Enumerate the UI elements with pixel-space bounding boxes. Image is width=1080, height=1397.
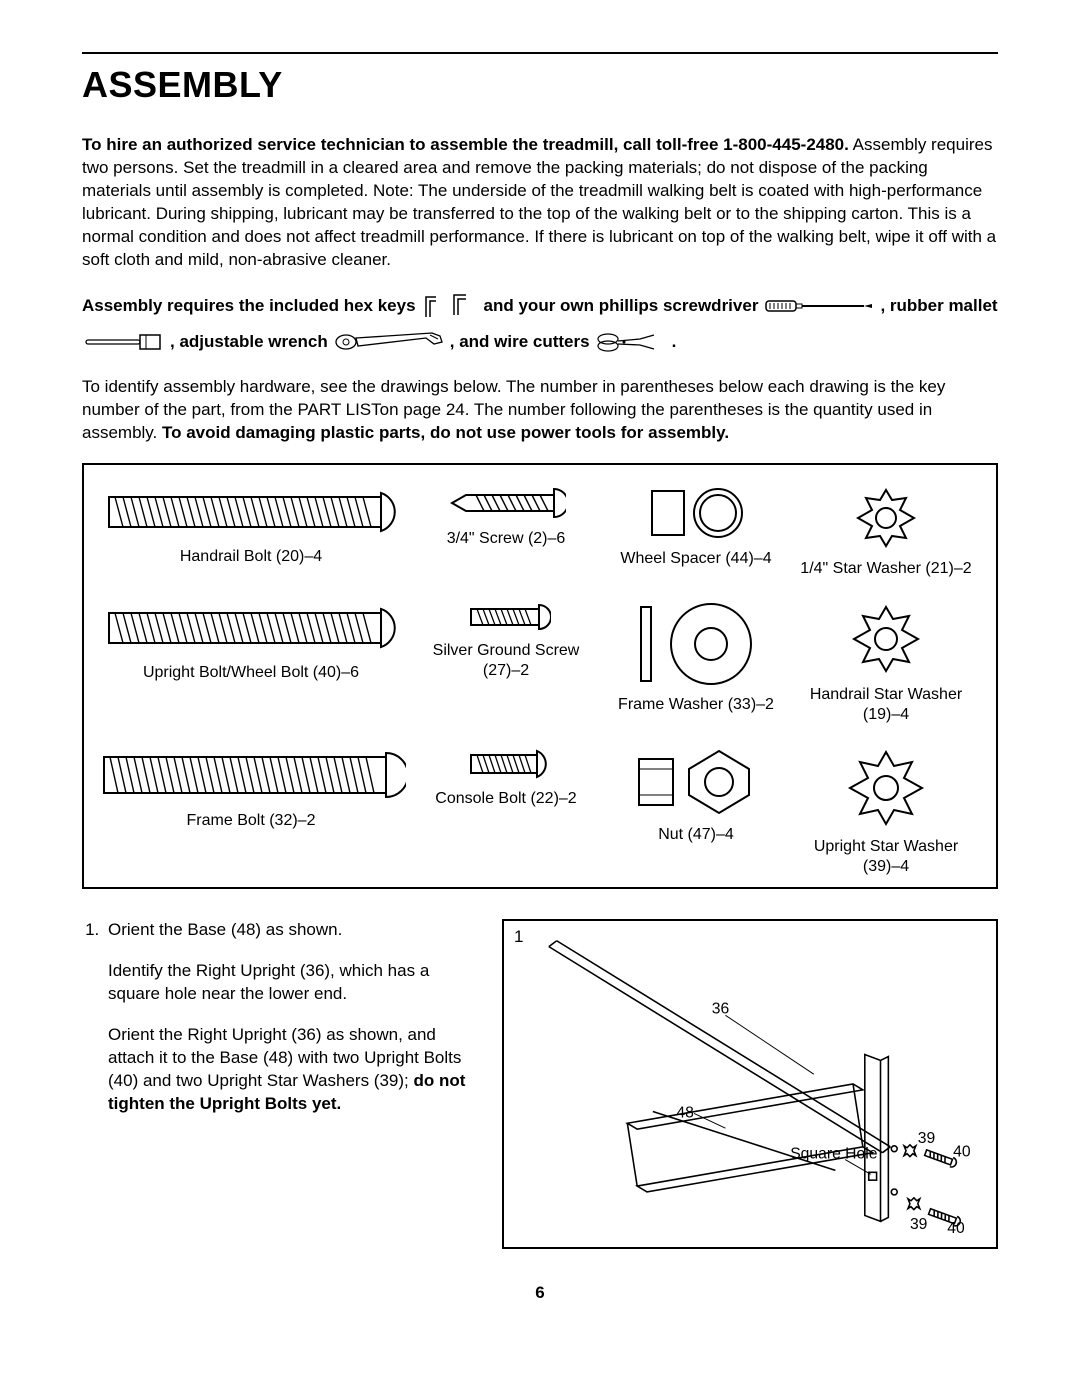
bolt-icon	[96, 745, 406, 805]
label-39a: 39	[918, 1130, 935, 1147]
hw-label: 1/4" Star Washer (21)–2	[800, 559, 971, 579]
hw-label: Handrail Star Washer (19)–4	[796, 685, 976, 725]
hw-label: Handrail Bolt (20)–4	[180, 547, 322, 567]
hw-label: Wheel Spacer (44)–4	[620, 549, 771, 569]
hex-key-icon	[422, 291, 478, 321]
tools-seg1: Assembly requires the included hex keys	[82, 290, 416, 322]
hw-silver-ground: Silver Ground Screw (27)–2	[416, 599, 596, 681]
figure-number: 1	[514, 927, 523, 947]
hw-label: Frame Washer (33)–2	[618, 695, 774, 715]
bolt-icon	[101, 599, 401, 657]
hw-label: Upright Star Washer (39)–4	[796, 837, 976, 877]
top-rule	[82, 52, 998, 54]
hw-console-bolt: Console Bolt (22)–2	[435, 745, 576, 809]
identify-bold: To avoid damaging plastic parts, do not …	[162, 423, 729, 442]
hw-label: Nut (47)–4	[658, 825, 734, 845]
label-36: 36	[712, 1000, 730, 1017]
page-number: 6	[82, 1283, 998, 1303]
intro-paragraph: To hire an authorized service technician…	[82, 134, 998, 272]
tools-seg5: , and wire cutters	[450, 326, 590, 358]
tools-seg2: and your own phillips screwdriver	[484, 290, 759, 322]
hw-label: 3/4" Screw (2)–6	[447, 529, 566, 549]
hw-handrail-star: Handrail Star Washer (19)–4	[796, 599, 976, 725]
screw-icon	[446, 483, 566, 523]
hw-label: Console Bolt (22)–2	[435, 789, 576, 809]
hw-label: Silver Ground Screw (27)–2	[416, 641, 596, 681]
label-40b: 40	[947, 1220, 965, 1237]
step1-p2: Identify the Right Upright (36), which h…	[108, 960, 472, 1006]
tools-line: Assembly requires the included hex keys …	[82, 290, 998, 359]
page: ASSEMBLY To hire an authorized service t…	[0, 0, 1080, 1343]
spacer-icon	[636, 483, 756, 543]
assembly-diagram-icon: 36 48 Square Hole 39 40 39 40	[510, 927, 990, 1241]
label-40a: 40	[953, 1144, 971, 1161]
label-39b: 39	[910, 1216, 927, 1233]
hardware-grid: Handrail Bolt (20)–4 3/4" Screw (2)–6	[96, 483, 984, 877]
washer-icon	[631, 599, 761, 689]
step1-p1: Orient the Base (48) as shown.	[108, 919, 472, 942]
wire-cutters-icon	[596, 331, 666, 353]
star-washer-icon	[838, 745, 934, 831]
hw-wheel-spacer: Wheel Spacer (44)–4	[620, 483, 771, 569]
hardware-box: Handrail Bolt (20)–4 3/4" Screw (2)–6	[82, 463, 998, 889]
hw-34-screw: 3/4" Screw (2)–6	[446, 483, 566, 549]
hw-frame-bolt: Frame Bolt (32)–2	[96, 745, 406, 831]
star-washer-icon	[846, 483, 926, 553]
tools-seg4: , adjustable wrench	[170, 326, 328, 358]
hw-label: Frame Bolt (32)–2	[187, 811, 316, 831]
wrench-icon	[334, 330, 444, 354]
mallet-icon	[84, 332, 164, 352]
tools-period: .	[672, 326, 677, 358]
nut-icon	[631, 745, 761, 819]
hw-upright-bolt: Upright Bolt/Wheel Bolt (40)–6	[101, 599, 401, 683]
star-washer-icon	[841, 599, 931, 679]
hw-nut: Nut (47)–4	[631, 745, 761, 845]
bolt-icon	[461, 745, 551, 783]
hw-frame-washer: Frame Washer (33)–2	[618, 599, 774, 715]
step-1-row: Orient the Base (48) as shown. Identify …	[82, 919, 998, 1249]
step-1-text: Orient the Base (48) as shown. Identify …	[82, 919, 472, 1134]
hw-handrail-bolt: Handrail Bolt (20)–4	[101, 483, 401, 567]
intro-rest: Assembly requires two persons. Set the t…	[82, 135, 996, 269]
label-48: 48	[676, 1104, 694, 1121]
intro-bold-lead: To hire an authorized service technician…	[82, 135, 849, 154]
hw-label: Upright Bolt/Wheel Bolt (40)–6	[143, 663, 359, 683]
bolt-icon	[101, 483, 401, 541]
step-1-figure: 1	[502, 919, 998, 1249]
hw-14-star: 1/4" Star Washer (21)–2	[800, 483, 971, 579]
screwdriver-icon	[764, 297, 874, 315]
label-square: Square Hole	[790, 1146, 877, 1163]
step1-p3-pre: Orient the Right Upright (36) as shown, …	[108, 1025, 461, 1090]
screw-icon	[461, 599, 551, 635]
step1-p3: Orient the Right Upright (36) as shown, …	[108, 1024, 472, 1116]
hw-upright-star: Upright Star Washer (39)–4	[796, 745, 976, 877]
tools-seg3: , rubber mallet	[880, 290, 997, 322]
identify-paragraph: To identify assembly hardware, see the d…	[82, 376, 998, 445]
page-title: ASSEMBLY	[82, 64, 998, 106]
